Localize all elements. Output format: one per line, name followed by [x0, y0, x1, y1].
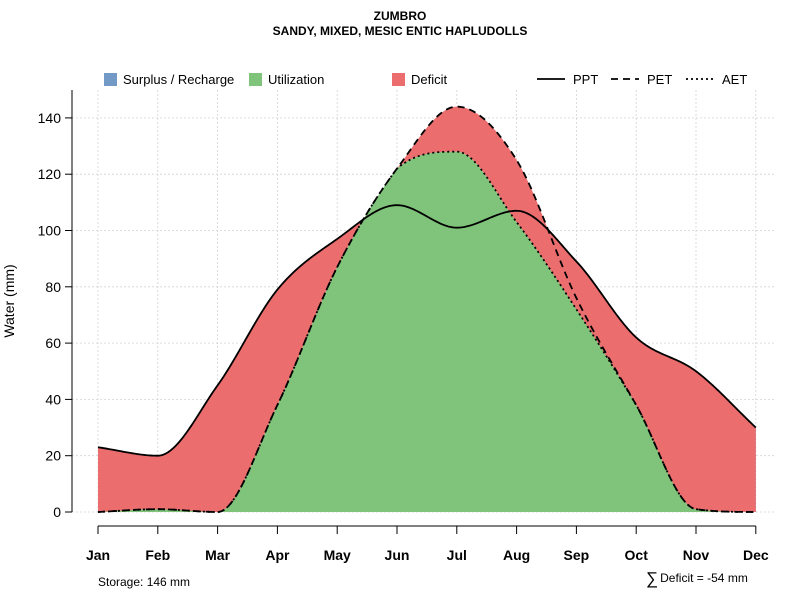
legend-label: Utilization: [268, 72, 324, 87]
chart-subtitle: SANDY, MIXED, MESIC ENTIC HAPLUDOLLS: [272, 24, 528, 38]
x-tick-label: Apr: [265, 547, 290, 563]
y-tick-label: 20: [45, 448, 61, 464]
y-tick-label: 80: [45, 279, 61, 295]
legend-swatch: [392, 73, 405, 86]
y-tick-label: 100: [38, 223, 62, 239]
sigma-icon: ∑: [646, 569, 659, 588]
y-tick-label: 140: [38, 110, 62, 126]
x-tick-label: Nov: [683, 547, 710, 563]
deficit-total: ∑ Deficit = -54 mm: [646, 569, 748, 589]
x-tick-label: Feb: [145, 547, 170, 563]
legend-label: Surplus / Recharge: [123, 72, 234, 87]
line-pet: [97, 105, 756, 513]
x-tick-label: Aug: [503, 547, 530, 563]
x-tick-label: Oct: [625, 547, 649, 563]
x-tick-label: Jul: [447, 547, 467, 563]
x-tick-label: Sep: [564, 547, 590, 563]
lines: [97, 105, 757, 513]
legend-label: Deficit: [411, 72, 448, 87]
legend-swatch: [104, 73, 117, 86]
y-tick-label: 40: [45, 391, 61, 407]
line-ppt: [97, 204, 757, 457]
x-tick-label: Dec: [743, 547, 769, 563]
area-deficit: [98, 106, 756, 512]
legend-swatch: [249, 73, 262, 86]
y-tick-label: 0: [53, 504, 61, 520]
legend-label: PET: [647, 72, 672, 87]
area-utilization: [98, 151, 756, 512]
x-tick-label: Mar: [205, 547, 230, 563]
x-tick-label: Jun: [385, 547, 410, 563]
x-tick-label: May: [324, 547, 351, 563]
chart-title: ZUMBRO: [373, 9, 427, 23]
y-tick-label: 60: [45, 335, 61, 351]
legend-label: PPT: [573, 72, 598, 87]
axes: 0 20 40 60 80 100 120 140 Water (mm) Jan Feb Mar Apr…: [1, 90, 769, 563]
y-axis-label: Water (mm): [1, 264, 17, 337]
storage-label: Storage: 146 mm: [98, 575, 191, 589]
areas: [98, 106, 756, 513]
x-tick-label: Jan: [86, 547, 110, 563]
legend: Surplus / Recharge Utilization Deficit PPT P…: [104, 72, 747, 87]
y-tick-label: 120: [38, 166, 62, 182]
legend-label: AET: [722, 72, 747, 87]
deficit-label: Deficit = -54 mm: [660, 571, 748, 585]
